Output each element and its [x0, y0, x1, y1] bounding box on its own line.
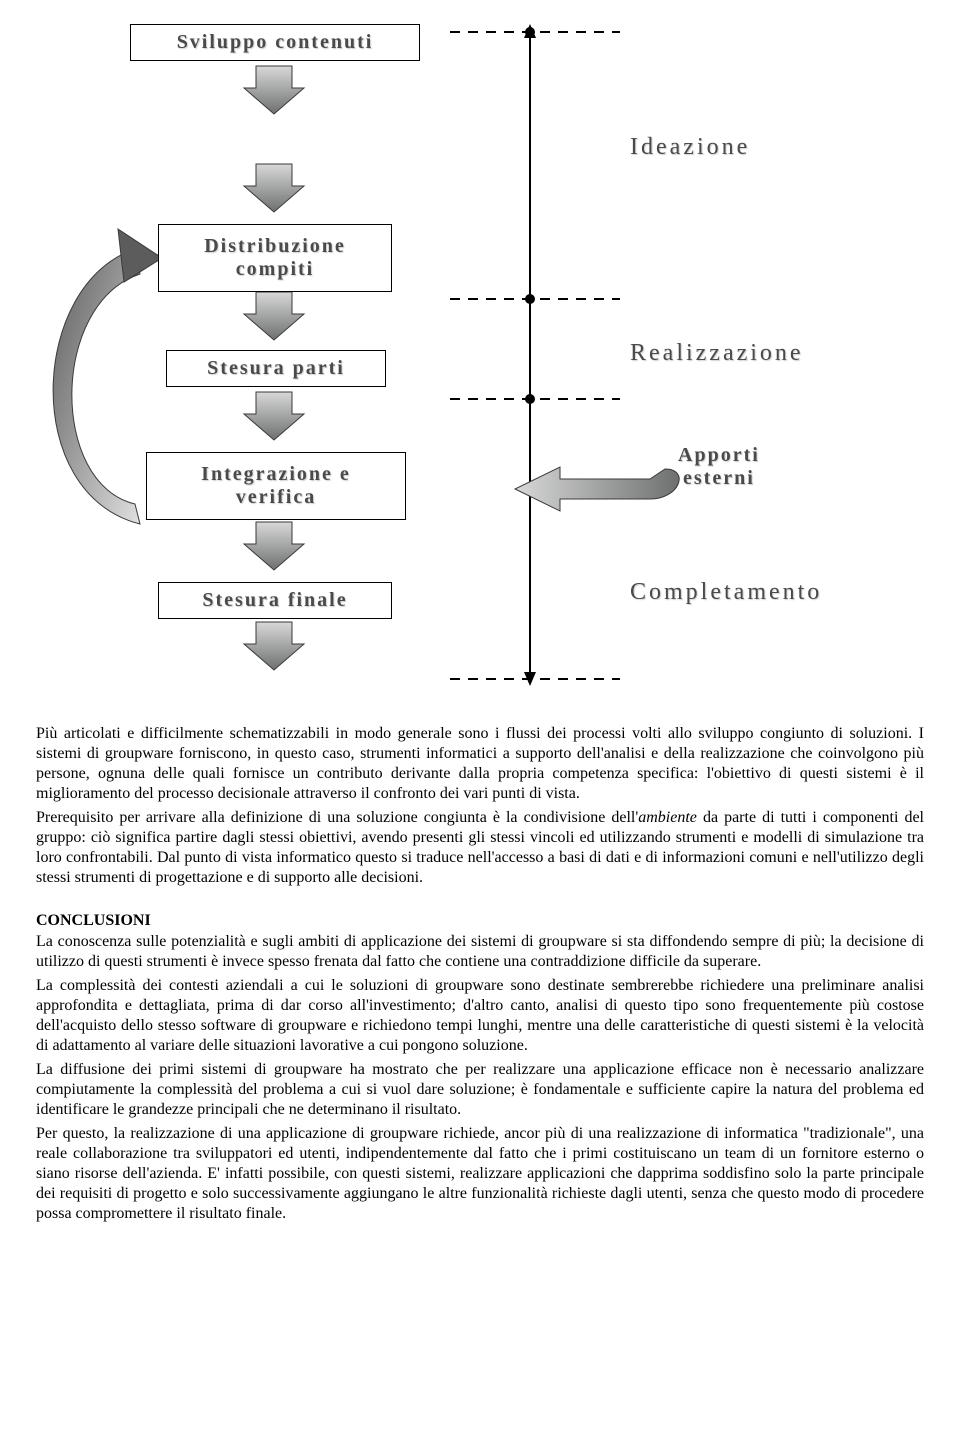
- conclusioni-p4: Per questo, la realizzazione di una appl…: [36, 1124, 924, 1224]
- flowchart: Sviluppo indice Sviluppo contenuti Distr…: [40, 24, 920, 704]
- box-label-line2: verifica: [155, 486, 397, 509]
- box-stesura-finale: Stesura finale: [158, 582, 392, 619]
- conclusioni-heading: CONCLUSIONI: [36, 912, 924, 930]
- phase-realizzazione: Realizzazione: [630, 340, 804, 367]
- conclusioni-p2: La complessità dei contesti aziendali a …: [36, 976, 924, 1056]
- conclusioni-p1: La conoscenza sulle potenzialità e sugli…: [36, 932, 924, 972]
- down-arrow-icon: [244, 66, 304, 114]
- box-sviluppo-contenuti: Sviluppo contenuti: [130, 24, 420, 61]
- box-stesura-parti: Stesura parti: [166, 350, 386, 387]
- left-arrow-icon: [515, 467, 679, 511]
- apporti-line2: esterni: [678, 467, 760, 490]
- para2-a: Prerequisito per arrivare alla definizio…: [36, 809, 638, 826]
- apporti-line1: Apporti: [678, 444, 760, 467]
- paragraph-1: Più articolati e difficilmente schematiz…: [36, 724, 924, 804]
- para2-em: ambiente: [638, 809, 697, 826]
- phase-completamento: Completamento: [630, 579, 822, 606]
- label-apporti-esterni: Apporti esterni: [678, 444, 760, 490]
- conclusioni-p3: La diffusione dei primi sistemi di group…: [36, 1060, 924, 1120]
- down-arrow-icon: [244, 622, 304, 670]
- phase-ideazione: Ideazione: [630, 134, 750, 161]
- down-arrow-icon: [244, 164, 304, 212]
- box-label: Stesura parti: [207, 357, 345, 379]
- box-label: Sviluppo contenuti: [177, 31, 374, 53]
- paragraph-2: Prerequisito per arrivare alla definizio…: [36, 808, 924, 888]
- down-arrow-icon: [244, 522, 304, 570]
- box-label: Stesura finale: [202, 589, 347, 611]
- box-distribuzione-compiti: Distribuzione compiti: [158, 224, 392, 292]
- box-label-line1: Distribuzione: [167, 235, 383, 258]
- down-arrow-icon: [244, 392, 304, 440]
- box-integrazione-verifica: Integrazione e verifica: [146, 452, 406, 520]
- down-arrow-icon: [244, 292, 304, 340]
- box-label-line1: Integrazione e: [155, 463, 397, 486]
- box-label-line2: compiti: [167, 258, 383, 281]
